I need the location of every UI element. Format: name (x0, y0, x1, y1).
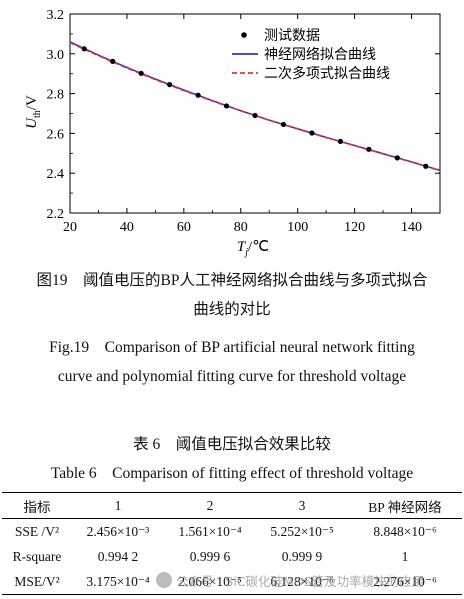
table-cell: 2.456×10⁻³ (86, 523, 150, 539)
x-tick-label: 120 (344, 220, 365, 235)
threshold-voltage-chart: 20 40 60 80 100 120 140 2.2 2.4 2.6 2.8 3.0 3.2 测试数据… (24, 8, 441, 258)
x-tick-label: 80 (234, 220, 248, 235)
table-row: SSE /V² 2.456×10⁻³ 1.561×10⁻⁴ 5.252×10⁻⁵… (2, 519, 462, 545)
table-cell: 1 (401, 548, 409, 564)
table-row: R-square 0.994 2 0.999 6 0.999 9 1 (2, 544, 462, 569)
figure-caption-cn: 图19 阈值电压的BP人工神经网络拟合曲线与多项式拟合 (36, 272, 428, 289)
legend-label: 二次多项式拟合曲线 (264, 65, 390, 82)
y-axis-label: Uth/V (24, 95, 43, 129)
data-point (366, 146, 372, 152)
y-tick-label: 3.2 (47, 8, 65, 23)
x-axis-label: Tj/℃ (237, 239, 269, 258)
y-tick-label: 2.2 (47, 207, 65, 222)
table-header-cell: BP 神经网络 (368, 499, 442, 515)
nn-fit-line (69, 41, 441, 172)
table-cell: 5.252×10⁻⁵ (270, 523, 334, 539)
table-cell: R-square (12, 548, 62, 564)
legend-label: 测试数据 (264, 28, 320, 44)
y-tick-label: 2.6 (47, 127, 65, 142)
plot-axes: 20 40 60 80 100 120 140 2.2 2.4 2.6 2.8 3.0 3.2 (47, 8, 441, 235)
table-header-cell: 指标 (23, 499, 51, 515)
table-cell: SSE /V² (14, 523, 60, 539)
table-row: MSE/V² 3.175×10⁻⁴ 2.066×10⁻⁵ 6.128×10⁻⁶ … (2, 569, 462, 595)
table-cell: 2.276×10⁻⁶ (373, 573, 437, 589)
data-point (423, 163, 429, 169)
data-point (337, 138, 343, 144)
data-point (195, 92, 201, 98)
plot-curves (69, 41, 441, 172)
data-point (81, 46, 87, 52)
table-cell: 2.066×10⁻⁵ (178, 573, 242, 589)
table-caption-en: Table 6 Comparison of fitting effect of … (50, 465, 414, 482)
table-header-row: 指标 1 2 3 BP 神经网络 (2, 492, 462, 519)
table-cell: 6.128×10⁻⁶ (270, 573, 334, 589)
figure-caption-cn-line2: 曲线的对比 (193, 301, 271, 318)
data-point (394, 155, 400, 161)
wechat-logo-icon (156, 572, 172, 588)
comparison-table: 指标 1 2 3 BP 神经网络 SSE /V² 2.456×10⁻³ 1.56… (2, 492, 462, 595)
x-tick-label: 60 (177, 220, 191, 235)
legend-marker (241, 32, 247, 38)
table-cell: 0.999 9 (281, 548, 323, 564)
data-point (223, 103, 230, 109)
legend-label: 神经网络拟合曲线 (264, 47, 376, 63)
table-caption-cn: 表 6 阈值电压拟合效果比较 (133, 436, 331, 453)
table-cell: 0.994 2 (97, 548, 139, 564)
data-point (167, 82, 173, 88)
y-tick-label: 2.8 (47, 88, 65, 103)
x-tick-label: 20 (63, 220, 77, 235)
table-cell: 1.561×10⁻⁴ (178, 523, 242, 539)
watermark-text: 公众号 · SiC碳化硅MOS管及功率模块的应用 (176, 573, 425, 589)
y-tick-label: 2.4 (47, 167, 65, 182)
y-tick-label: 3.0 (47, 48, 65, 63)
table-header-cell: 1 (114, 497, 122, 513)
table-cell: 3.175×10⁻⁴ (86, 573, 150, 589)
figure-caption-en: Fig.19 Comparison of BP artificial neura… (49, 339, 415, 356)
table-header-cell: 2 (206, 497, 214, 513)
table-cell: 0.999 6 (189, 548, 231, 564)
plot-points (81, 46, 429, 169)
x-tick-label: 140 (401, 220, 422, 235)
table-cell: MSE/V² (14, 573, 60, 589)
figure-caption-en-line2: curve and polynomial fitting curve for t… (57, 368, 407, 385)
x-tick-label: 40 (120, 220, 134, 235)
data-point (138, 70, 144, 76)
data-point (110, 58, 116, 64)
data-point (309, 130, 315, 136)
x-tick-label: 100 (287, 220, 308, 235)
data-point (252, 112, 258, 119)
table-header-cell: 3 (298, 497, 306, 513)
data-point (280, 121, 287, 128)
poly-fit-line (69, 41, 441, 172)
watermark: 公众号 · SiC碳化硅MOS管及功率模块的应用 (156, 569, 456, 591)
table-cell: 8.848×10⁻⁶ (373, 523, 437, 539)
